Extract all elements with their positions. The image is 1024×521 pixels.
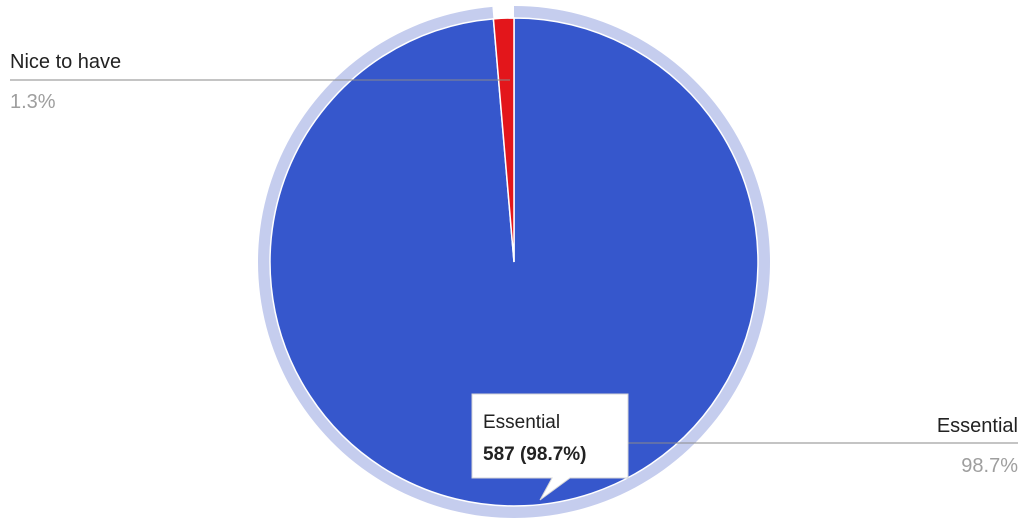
- slice-label-percent: 1.3%: [10, 91, 56, 113]
- slice-label-name: Nice to have: [10, 51, 121, 73]
- tooltip-value: 587 (98.7%): [483, 444, 587, 465]
- tooltip-box: [471, 393, 629, 501]
- slice-label-nice-to-have: Nice to have 1.3%: [10, 51, 121, 113]
- slice-label-essential: Essential 98.7%: [937, 415, 1018, 477]
- leader-lines: [10, 79, 1018, 444]
- slices-layer: [258, 6, 771, 518]
- slice-label-name: Essential: [937, 415, 1018, 437]
- tooltip: Essential 587 (98.7%): [471, 393, 629, 501]
- pie-slice-nice-to-have[interactable]: [492, 17, 515, 263]
- tooltip-title: Essential: [483, 412, 560, 433]
- slice-label-percent: 98.7%: [961, 455, 1018, 477]
